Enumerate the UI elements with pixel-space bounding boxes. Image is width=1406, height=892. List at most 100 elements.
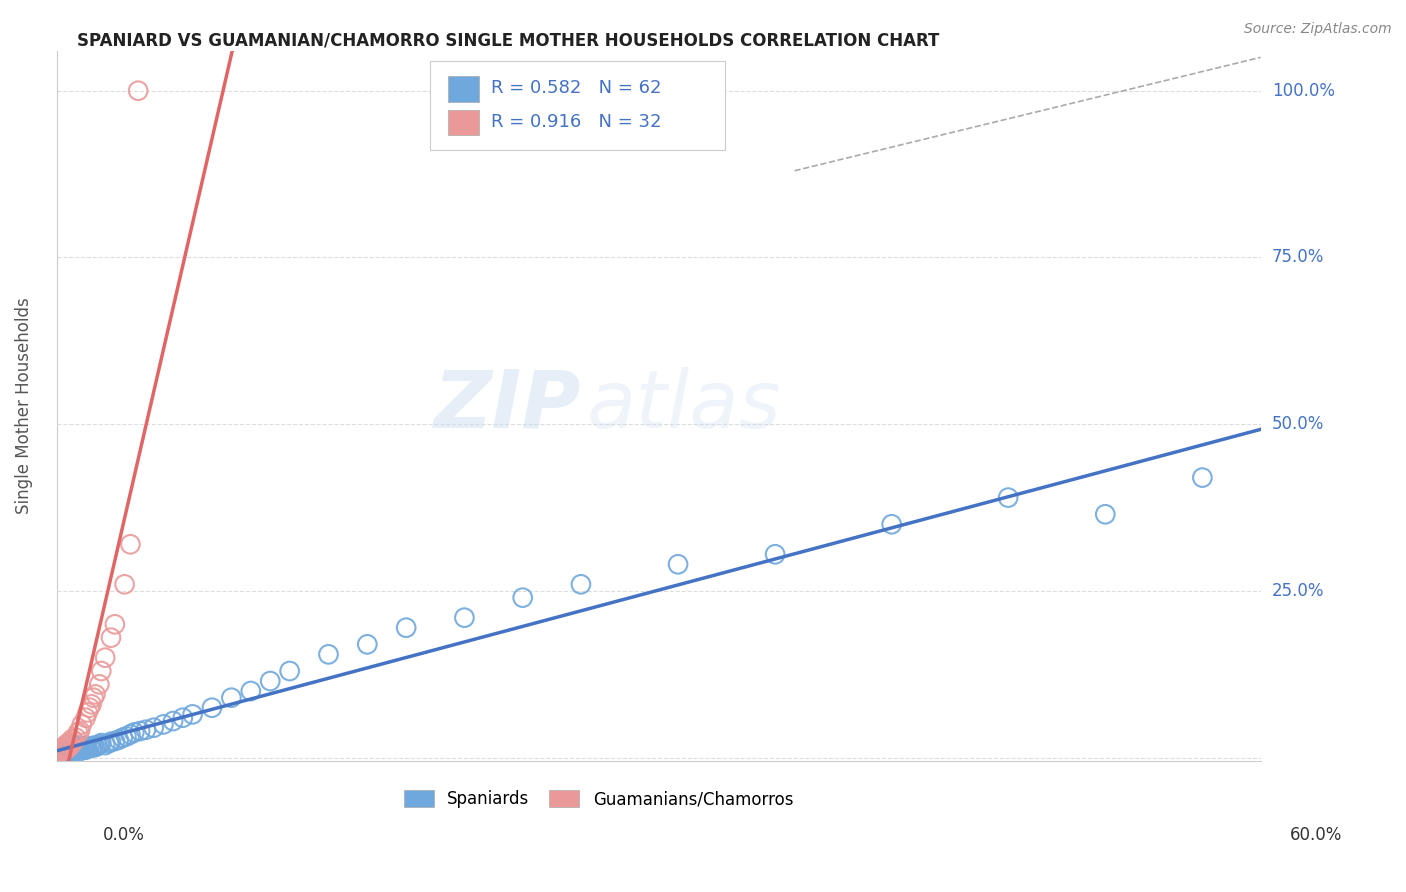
Point [181, 707, 204, 722]
FancyBboxPatch shape [430, 62, 725, 150]
Text: Source: ZipAtlas.com: Source: ZipAtlas.com [1244, 22, 1392, 37]
Point [65, 739, 87, 754]
Point [58, 740, 80, 755]
Point [115, 730, 138, 744]
Point [65, 731, 87, 745]
Point [997, 491, 1019, 505]
Point [66, 739, 89, 753]
Point [111, 731, 134, 745]
Point [66, 725, 89, 739]
Point [104, 734, 127, 748]
Point [124, 725, 146, 739]
Point [100, 631, 122, 645]
Point [162, 714, 184, 728]
Point [69, 740, 91, 755]
Point [90, 664, 112, 678]
Point [60, 732, 83, 747]
Point [59, 739, 82, 753]
Point [569, 577, 592, 591]
Point [60, 736, 83, 750]
Point [48, 745, 70, 759]
Text: 100.0%: 100.0% [1272, 82, 1334, 100]
Point [55, 739, 77, 753]
Point [142, 721, 165, 735]
Point [278, 664, 301, 678]
Point [55, 738, 77, 752]
Point [221, 690, 243, 705]
Text: R = 0.582   N = 62: R = 0.582 N = 62 [491, 79, 662, 97]
Text: 50.0%: 50.0% [1272, 415, 1324, 434]
Point [94, 738, 117, 752]
Point [120, 537, 142, 551]
FancyBboxPatch shape [449, 76, 479, 102]
Point [80, 698, 103, 712]
Point [1191, 470, 1213, 484]
Point [65, 742, 87, 756]
Point [53, 746, 76, 760]
Point [83, 739, 105, 753]
Point [70, 717, 93, 731]
Point [76, 741, 98, 756]
Point [395, 621, 418, 635]
Point [239, 684, 262, 698]
Point [135, 723, 157, 737]
Point [49, 744, 72, 758]
Point [1094, 508, 1116, 522]
Point [86, 739, 108, 753]
Point [114, 577, 136, 591]
Point [63, 734, 86, 748]
Point [63, 743, 86, 757]
Point [58, 744, 80, 758]
Point [127, 84, 149, 98]
Text: 75.0%: 75.0% [1272, 249, 1324, 267]
Point [75, 743, 97, 757]
Point [880, 517, 903, 532]
Point [356, 637, 378, 651]
Point [84, 740, 107, 755]
Text: ZIP: ZIP [433, 367, 581, 445]
Point [94, 650, 117, 665]
Point [120, 727, 142, 741]
Point [104, 617, 127, 632]
Point [66, 743, 89, 757]
Text: 0.0%: 0.0% [103, 826, 145, 844]
Point [51, 743, 73, 757]
Point [51, 743, 73, 757]
Point [55, 741, 77, 756]
Point [90, 736, 112, 750]
Point [58, 736, 80, 750]
Point [49, 744, 72, 758]
Point [172, 711, 194, 725]
Point [51, 740, 73, 755]
Point [318, 648, 340, 662]
Point [76, 706, 98, 720]
Point [84, 687, 107, 701]
Point [666, 558, 689, 572]
Point [55, 742, 77, 756]
Point [83, 690, 105, 705]
FancyBboxPatch shape [449, 110, 479, 136]
Point [98, 736, 121, 750]
Point [453, 610, 475, 624]
Y-axis label: Single Mother Households: Single Mother Households [15, 298, 32, 515]
Point [259, 673, 281, 688]
Point [129, 724, 152, 739]
Text: SPANIARD VS GUAMANIAN/CHAMORRO SINGLE MOTHER HOUSEHOLDS CORRELATION CHART: SPANIARD VS GUAMANIAN/CHAMORRO SINGLE MO… [77, 31, 939, 49]
Point [53, 743, 76, 757]
Point [60, 740, 83, 755]
Point [69, 724, 91, 739]
Point [80, 740, 103, 755]
Point [89, 677, 111, 691]
Point [512, 591, 534, 605]
Point [201, 700, 224, 714]
Point [107, 732, 129, 747]
Text: atlas: atlas [586, 367, 782, 445]
Point [59, 743, 82, 757]
Point [79, 740, 101, 755]
Point [152, 717, 174, 731]
Point [79, 700, 101, 714]
Point [73, 740, 96, 755]
Legend: Spaniards, Guamanians/Chamorros: Spaniards, Guamanians/Chamorros [395, 782, 801, 817]
Text: R = 0.916   N = 32: R = 0.916 N = 32 [491, 113, 662, 131]
Point [53, 740, 76, 755]
